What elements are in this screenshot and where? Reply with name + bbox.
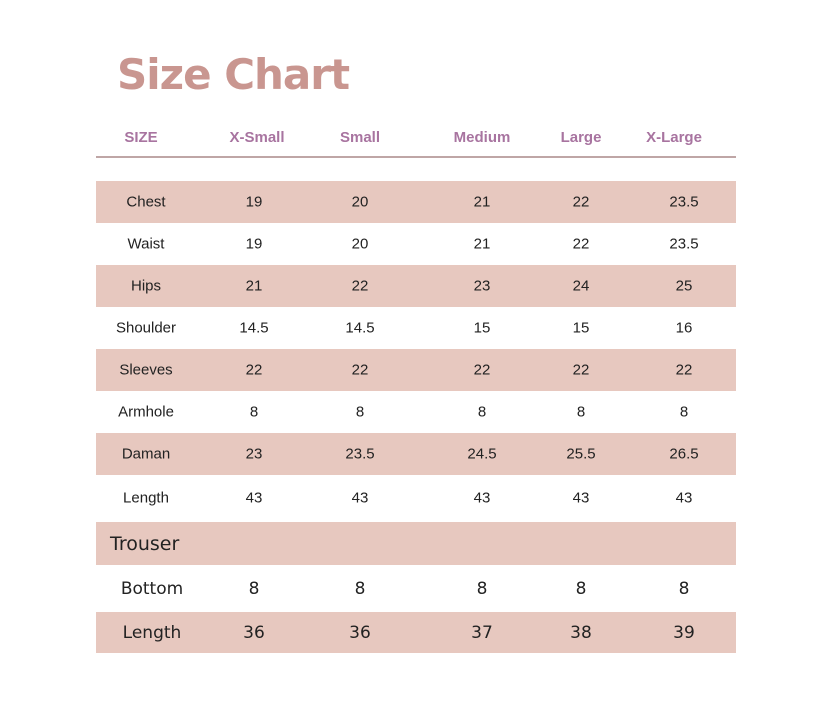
table-cell: 21 (473, 235, 491, 253)
table-cell: 8 (354, 578, 366, 599)
table-cell: 22 (675, 361, 693, 379)
table-cell: 25.5 (566, 445, 596, 463)
table-cell: 8 (679, 403, 689, 421)
table-row: Armhole 8 8 8 8 8 (96, 391, 736, 433)
row-label: Waist (127, 235, 165, 253)
table-cell: 43 (572, 489, 590, 506)
column-header: X-Small (229, 129, 285, 146)
table-cell: 23 (245, 445, 263, 463)
table-cell: 25 (675, 277, 693, 295)
table-cell: 14.5 (239, 319, 269, 337)
row-label: Armhole (118, 403, 174, 421)
table-cell: 37 (471, 622, 493, 643)
table-cell: 8 (575, 578, 587, 599)
table-cell: 8 (249, 403, 259, 421)
row-label: Length (123, 489, 169, 506)
table-row: Shoulder 14.5 14.5 15 15 16 (96, 307, 736, 349)
table-cell: 36 (243, 622, 265, 643)
table-cell: 23 (473, 277, 491, 295)
table-row: Daman 23 23.5 24.5 25.5 26.5 (96, 433, 736, 475)
table-row: Chest 19 20 21 22 23.5 (96, 181, 736, 223)
table-cell: 43 (473, 489, 491, 506)
row-label: Hips (130, 277, 162, 295)
table-cell: 43 (351, 489, 369, 506)
table-cell: 36 (349, 622, 371, 643)
header-divider (96, 156, 736, 158)
table-cell: 43 (245, 489, 263, 506)
column-header: Medium (453, 129, 511, 146)
column-header: Small (339, 129, 381, 146)
table-cell: 22 (572, 193, 590, 211)
row-label: Daman (121, 445, 171, 463)
table-cell: 16 (675, 319, 693, 337)
table-cell: 19 (245, 193, 263, 211)
table-cell: 43 (675, 489, 693, 506)
row-label: Shoulder (115, 319, 177, 337)
table-cell: 8 (678, 578, 690, 599)
table-cell: 14.5 (345, 319, 375, 337)
table-cell: 24.5 (467, 445, 497, 463)
table-cell: 22 (351, 277, 369, 295)
table-row: Sleeves 22 22 22 22 22 (96, 349, 736, 391)
table-cell: 21 (473, 193, 491, 211)
table-row: Waist 19 20 21 22 23.5 (96, 223, 736, 265)
column-header: SIZE (124, 129, 158, 146)
table-cell: 8 (576, 403, 586, 421)
table-cell: 21 (245, 277, 263, 295)
table-cell: 22 (351, 361, 369, 379)
section-row-trouser: Trouser (96, 522, 736, 565)
row-label: Bottom (120, 578, 184, 599)
column-header: X-Large (646, 129, 702, 146)
table-cell: 22 (572, 235, 590, 253)
table-row: Bottom 8 8 8 8 8 (96, 566, 736, 611)
table-cell: 22 (572, 361, 590, 379)
table-cell: 38 (570, 622, 592, 643)
table-row: Length 43 43 43 43 43 (96, 475, 736, 520)
table-cell: 23.5 (669, 193, 699, 211)
table-cell: 15 (473, 319, 491, 337)
table-cell: 15 (572, 319, 590, 337)
table-cell: 26.5 (669, 445, 699, 463)
table-cell: 39 (673, 622, 695, 643)
table-row: Length 36 36 37 38 39 (96, 612, 736, 653)
row-label: Length (122, 622, 182, 643)
row-label: Sleeves (119, 361, 173, 379)
table-cell: 23.5 (345, 445, 375, 463)
table-cell: 8 (477, 403, 487, 421)
table-cell: 8 (476, 578, 488, 599)
table-cell: 8 (248, 578, 260, 599)
table-cell: 22 (473, 361, 491, 379)
table-cell: 8 (355, 403, 365, 421)
table-row: Hips 21 22 23 24 25 (96, 265, 736, 307)
table-cell: 20 (351, 235, 369, 253)
table-cell: 23.5 (669, 235, 699, 253)
page-title: Size Chart (117, 50, 350, 99)
section-title: Trouser (110, 532, 180, 555)
column-header: Large (560, 129, 602, 146)
table-cell: 20 (351, 193, 369, 211)
table-cell: 22 (245, 361, 263, 379)
table-cell: 19 (245, 235, 263, 253)
table-cell: 24 (572, 277, 590, 295)
row-label: Chest (126, 193, 166, 211)
